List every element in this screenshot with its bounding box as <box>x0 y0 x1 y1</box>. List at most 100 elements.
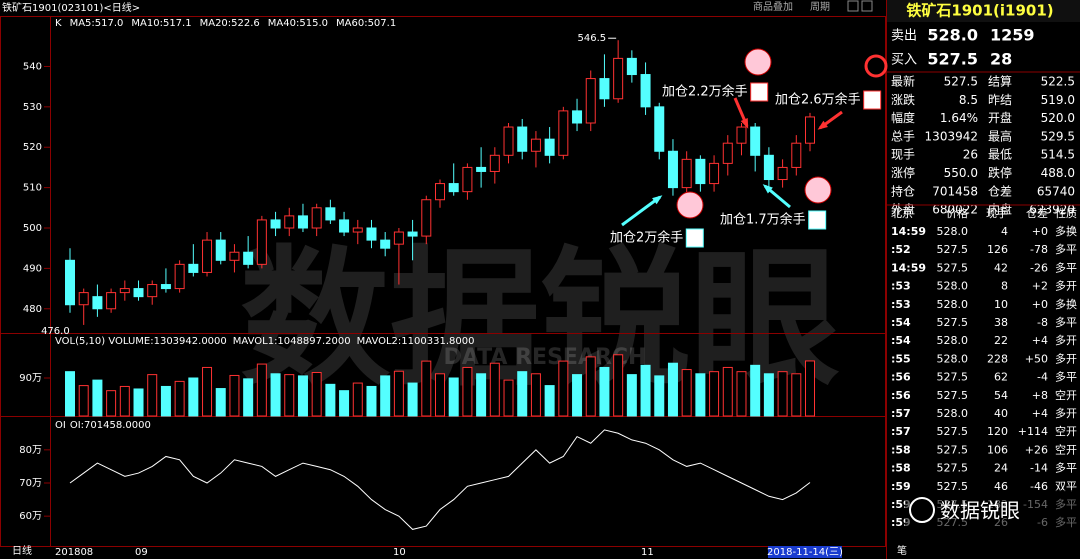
volume-bar <box>284 374 295 417</box>
volume-bar <box>393 370 404 417</box>
volume-bar <box>791 373 802 417</box>
trade-cell: +0 <box>1032 298 1048 311</box>
volume-bar <box>763 373 774 417</box>
trades-header: 北京 <box>891 206 913 220</box>
candle-body <box>339 219 350 233</box>
candle-body <box>599 78 610 100</box>
quote-price: 527.5 <box>927 50 978 69</box>
candle-body <box>435 183 445 201</box>
quote-field-value: 550.0 <box>944 166 978 180</box>
annotation-arrowhead <box>740 118 749 129</box>
candle-body <box>558 110 569 156</box>
volume-bar <box>215 388 226 417</box>
trade-cell: 528.0 <box>937 298 969 311</box>
quote-field-label: 昨结 <box>988 93 1012 107</box>
candle-body <box>750 126 761 156</box>
candle-body <box>229 251 240 261</box>
volume-bar <box>188 377 199 417</box>
volume-bar <box>366 385 377 417</box>
volume-bar <box>339 390 350 417</box>
candle-body <box>65 259 75 306</box>
volume-bar <box>517 371 528 417</box>
y-tick-label: 90万 <box>19 373 42 384</box>
trade-cell: -46 <box>1030 480 1048 493</box>
candle-body <box>530 138 541 152</box>
candle-body <box>256 219 267 265</box>
annotation-arrow <box>621 195 661 227</box>
legend-item: MA40:515.0 <box>268 18 328 29</box>
volume-bar <box>626 374 637 417</box>
quote-field-value: 701458 <box>932 184 978 198</box>
candle-body <box>613 57 624 100</box>
candle-body <box>325 207 336 221</box>
trade-cell: 多换 <box>1055 224 1077 238</box>
trade-cell: 8 <box>1001 280 1008 293</box>
trade-cell: -26 <box>1030 261 1048 274</box>
trade-cell: -8 <box>1037 316 1048 329</box>
volume-bar <box>640 364 651 417</box>
y-tick-label: 80万 <box>19 445 42 456</box>
quote-field-value: 1303942 <box>925 129 978 143</box>
candle-body <box>681 158 692 189</box>
volume-bar <box>243 378 254 417</box>
trade-cell: 528.0 <box>937 352 969 365</box>
annotation-tag: 空 <box>688 230 701 246</box>
trade-cell: 多平 <box>1055 461 1077 475</box>
quote-field-value: 26 <box>963 148 978 162</box>
trade-cell: :56 <box>891 371 911 384</box>
trade-cell: +4 <box>1032 407 1048 420</box>
quote-field-label: 持仓 <box>891 183 915 198</box>
quote-field-label: 最新 <box>891 74 915 89</box>
candle-body <box>544 138 555 156</box>
legend-item: MA10:517.1 <box>131 18 191 29</box>
quote-field-value: 488.0 <box>1041 166 1075 180</box>
volume-bar <box>613 354 624 417</box>
candle-body <box>92 296 103 310</box>
window-button[interactable] <box>847 0 859 12</box>
candle-body <box>78 292 89 306</box>
legend-item: K <box>55 18 62 29</box>
candle-body <box>215 239 226 261</box>
candle-body <box>297 215 308 229</box>
trade-cell: 空开 <box>1055 388 1077 402</box>
trade-cell: :56 <box>891 389 911 402</box>
link[interactable]: 商品叠加 <box>753 0 793 13</box>
trade-cell: 528.0 <box>937 280 969 293</box>
link[interactable]: 周期 <box>810 1 830 13</box>
volume-bar <box>229 374 240 417</box>
quote-field-label: 开盘 <box>988 110 1012 125</box>
date-box <box>768 546 842 558</box>
trade-cell: 106 <box>987 443 1008 456</box>
logo-icon <box>909 497 935 523</box>
emoji <box>804 176 832 204</box>
tab[interactable]: 日线 <box>12 544 32 557</box>
y-tick-label: 490 <box>23 263 42 274</box>
window-button[interactable] <box>861 0 873 12</box>
quote-field-value: 527.5 <box>944 75 978 89</box>
high-label: 546.5 <box>578 33 607 44</box>
y-tick-label: 480 <box>23 304 42 315</box>
volume-bar <box>92 379 103 417</box>
annotation-arrowhead <box>652 195 663 205</box>
volume-bar <box>681 369 692 417</box>
volume-bar <box>256 363 267 417</box>
quote-field-label: 结算 <box>988 74 1012 89</box>
quote-field-value: 680022 <box>932 203 978 217</box>
quote-field-value: 623920 <box>1029 203 1075 217</box>
legend-item: MA60:507.1 <box>336 18 396 29</box>
trade-cell: :53 <box>891 298 911 311</box>
trade-cell: 528.0 <box>937 334 969 347</box>
candle-body <box>270 219 281 229</box>
volume-bar <box>558 360 569 417</box>
quote-field-label: 幅度 <box>891 110 915 125</box>
trade-cell: -78 <box>1030 243 1048 256</box>
trade-cell: +2 <box>1032 280 1048 293</box>
trade-cell: 120 <box>987 425 1008 438</box>
volume-bar <box>352 382 363 417</box>
volume-bar <box>407 382 418 417</box>
candle-body <box>489 154 500 172</box>
tab[interactable]: 笔 <box>897 544 907 557</box>
quote-price: 528.0 <box>927 26 978 45</box>
volume-bar <box>654 375 665 417</box>
x-tick-label: 201808 <box>55 547 93 558</box>
